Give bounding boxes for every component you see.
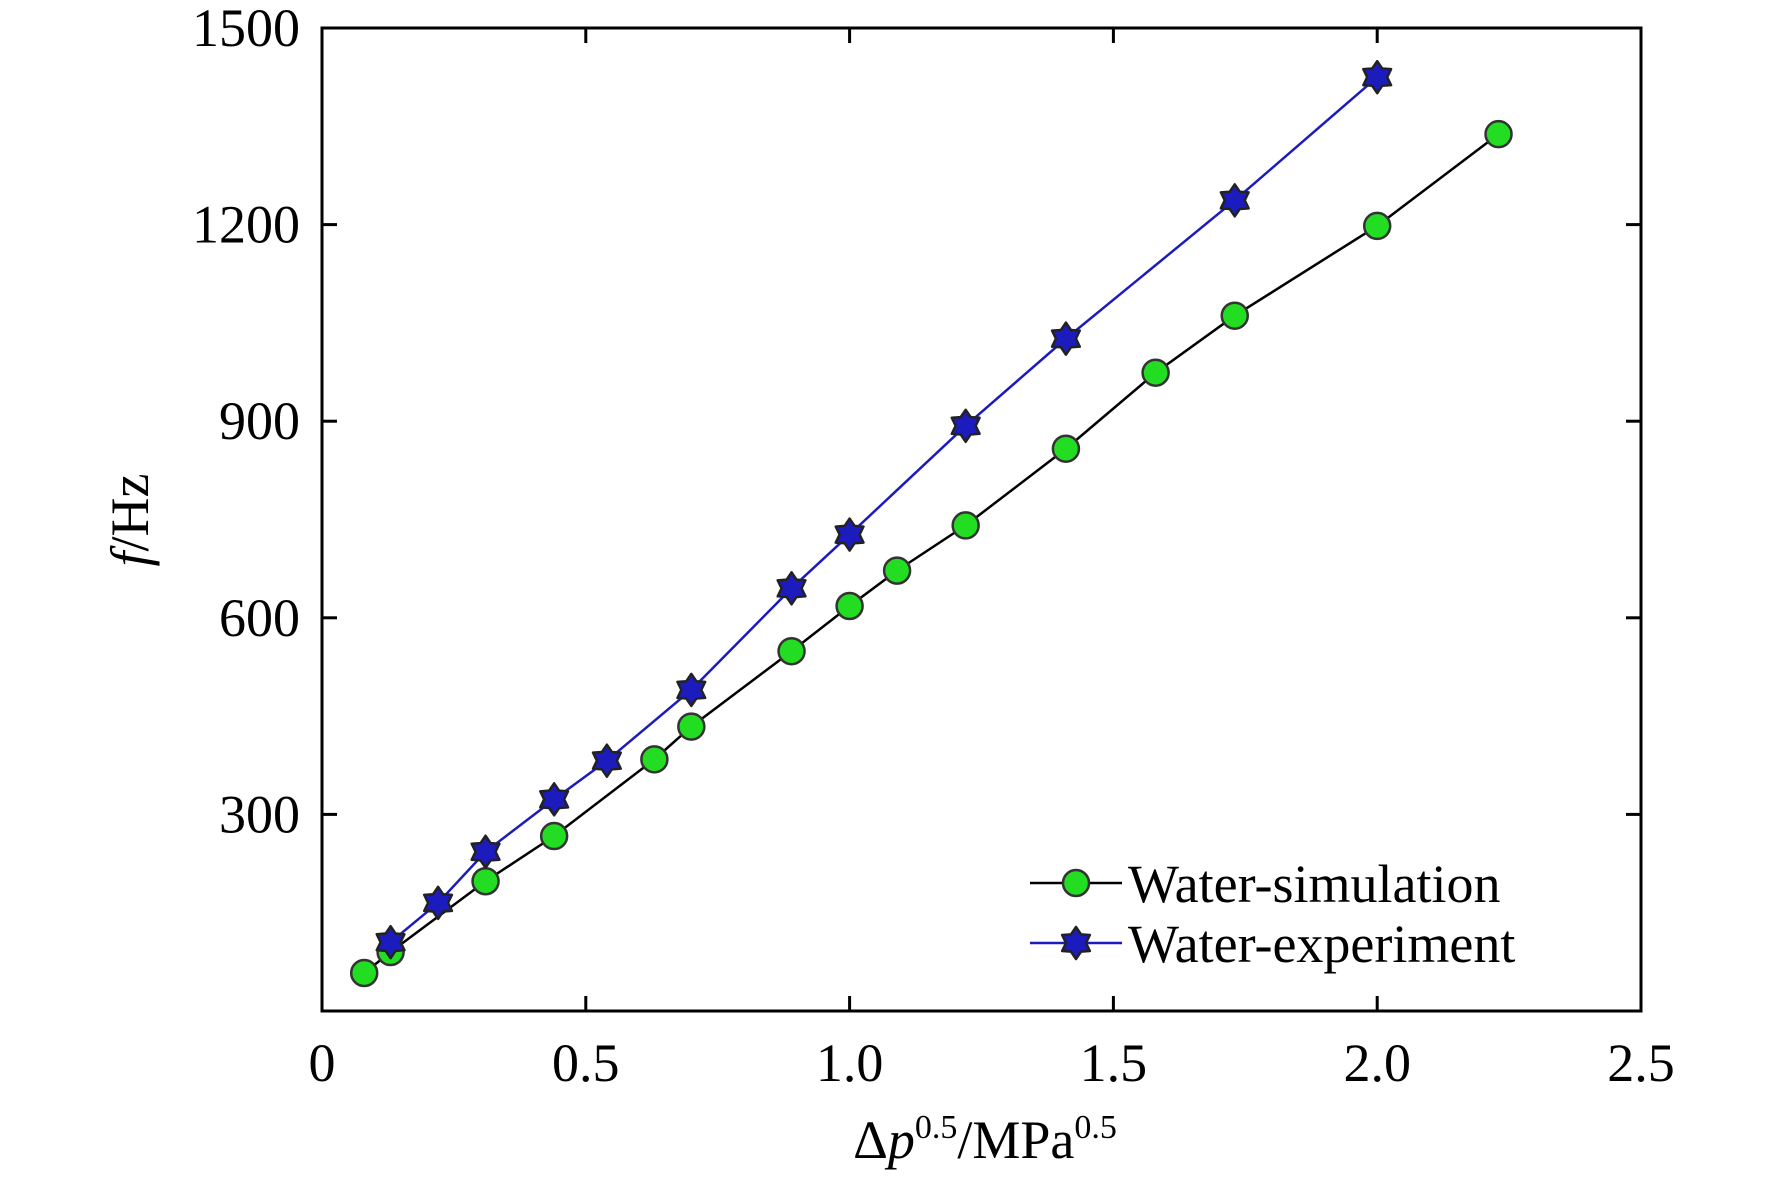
y-axis-title: f/Hz [100,474,160,567]
x-tick-label: 1.5 [1080,1033,1148,1093]
series-water-experiment [375,59,1393,960]
x-axis-title-unit-exponent: 0.5 [1074,1109,1117,1146]
x-tick-label: 2.5 [1607,1033,1675,1093]
legend-item: Water-simulation [1030,854,1500,914]
data-point [1219,183,1250,218]
x-tick-label: 1.0 [816,1033,884,1093]
legend-item: Water-experiment [1030,914,1515,974]
y-tick-label: 600 [219,588,300,648]
x-axis-title-variable: p [884,1110,915,1170]
x-tick-label: 2.0 [1343,1033,1411,1093]
data-point [1051,434,1081,463]
data-point [349,958,379,988]
x-axis-title-unit: /MPa [957,1110,1074,1170]
data-point [640,745,669,774]
data-point [950,408,981,444]
data-point [470,834,501,869]
data-point [951,511,980,540]
legend-label: Water-simulation [1128,854,1500,914]
y-tick-label: 300 [219,784,300,844]
data-point [422,885,454,921]
legend-marker [1061,868,1091,898]
y-axis-title-unit: /Hz [100,474,160,552]
data-point [539,782,570,817]
data-point [835,591,864,621]
data-point [1362,211,1392,241]
plot-area [320,26,1643,1013]
data-point [1050,321,1082,356]
data-point [1484,119,1513,149]
axis-ticks: 0 0.5 1.0 1.5 2.0 2.5 300 600 900 1200 1500 [192,0,1675,1093]
series-line [363,133,1500,974]
data-point [1141,358,1170,387]
y-tick-label: 1500 [192,0,300,58]
data-point [591,743,623,778]
data-point [677,712,706,741]
y-tick-label: 900 [219,391,300,451]
y-tick-label: 1200 [192,195,300,255]
series-water-simulation [349,119,1513,988]
plot-frame [320,26,1643,1013]
data-point [777,636,806,666]
data-point [776,571,807,606]
x-axis-title-exponent: 0.5 [915,1109,958,1146]
data-point [375,924,406,960]
data-point [471,866,500,896]
data-point [676,672,707,708]
x-tick-label: 0 [309,1033,336,1093]
legend-marker [1060,925,1092,961]
legend-label: Water-experiment [1128,914,1515,974]
x-tick-label: 0.5 [552,1033,620,1093]
data-point [1362,59,1393,95]
x-axis-title-delta: Δ [853,1110,888,1170]
x-axis-title: Δp0.5/MPa0.5 [853,1109,1117,1170]
data-point [1220,301,1249,330]
data-point [539,821,569,851]
data-point [834,517,865,552]
data-point [882,556,912,585]
